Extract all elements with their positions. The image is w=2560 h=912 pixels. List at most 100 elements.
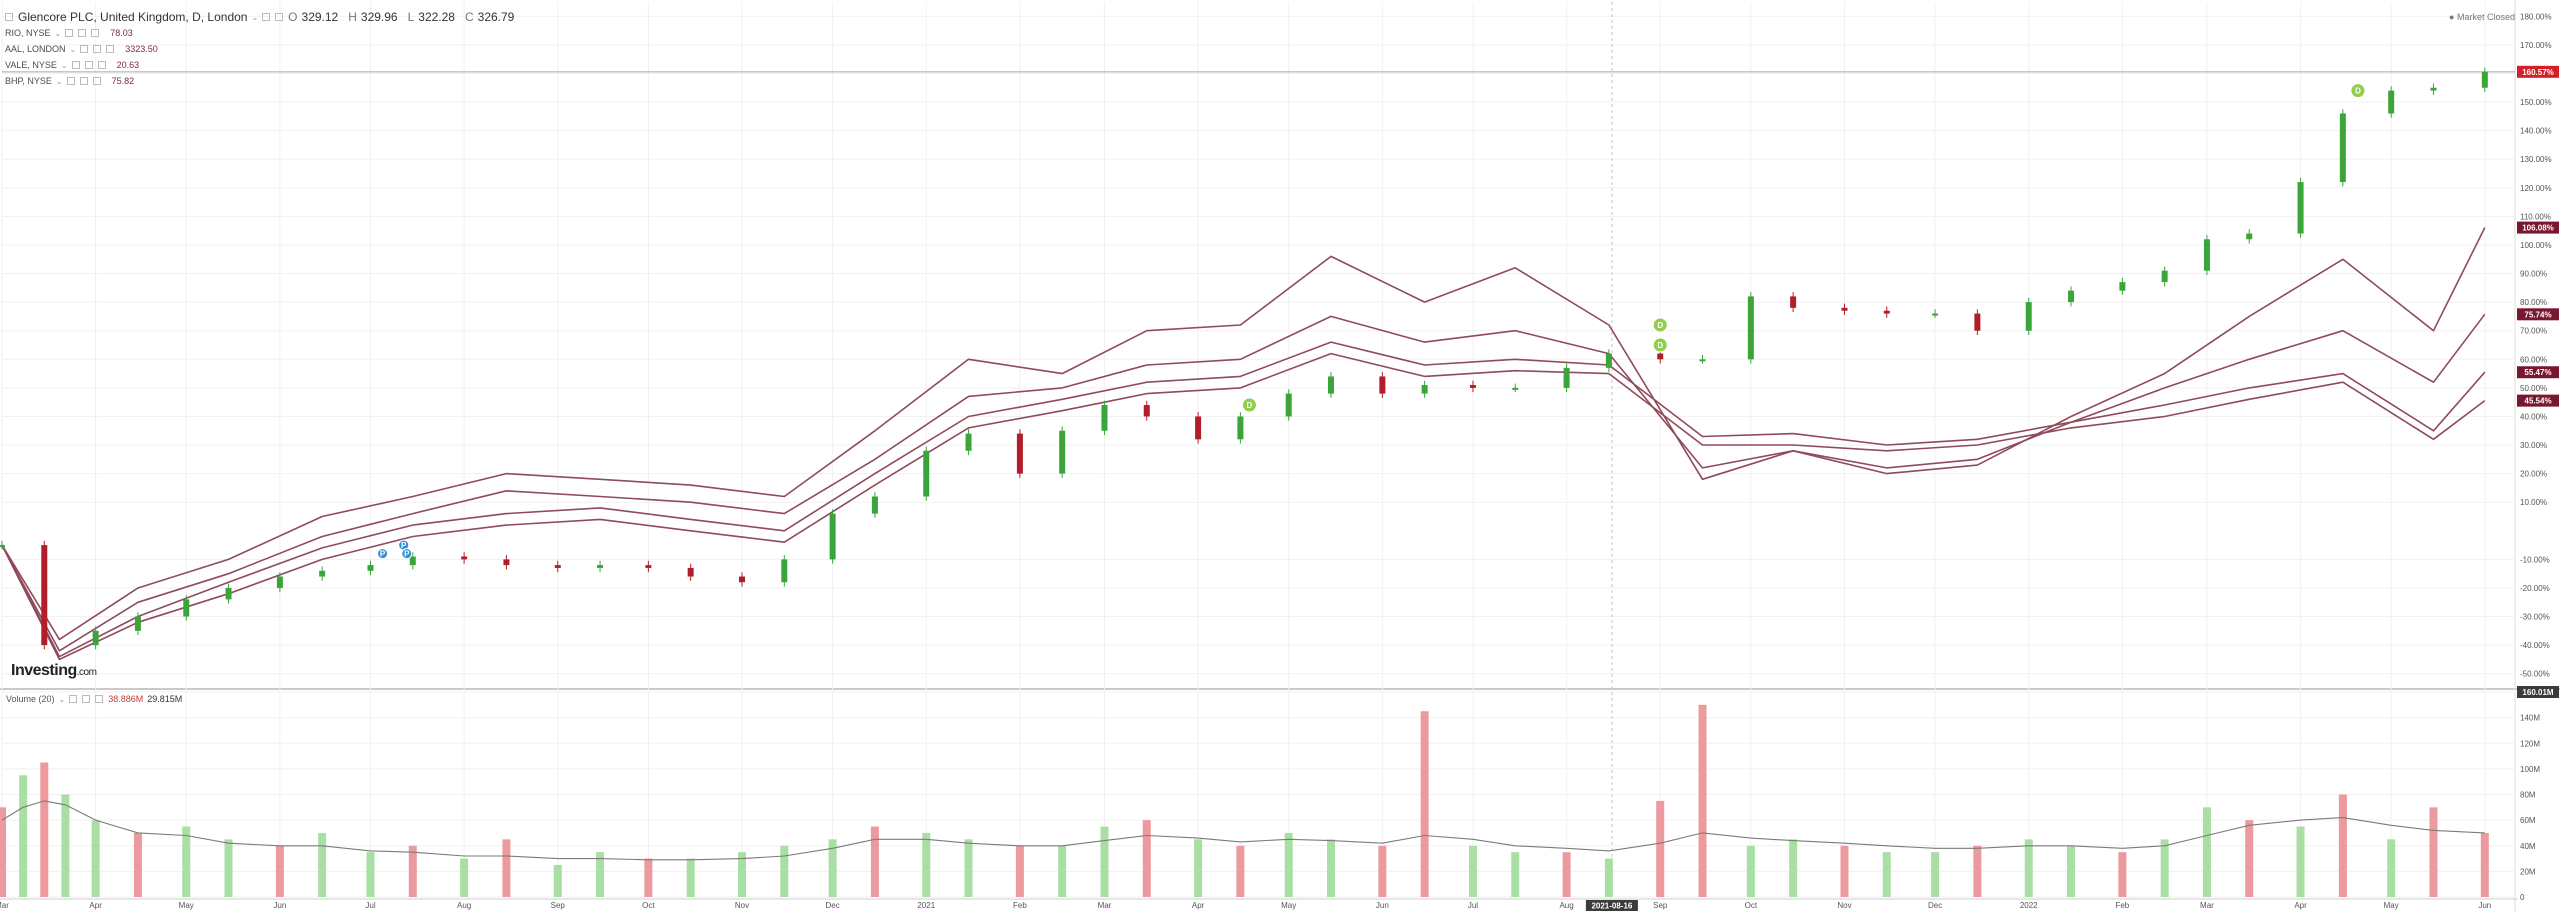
- candle-body[interactable]: [2246, 233, 2253, 240]
- candle-body[interactable]: [409, 556, 416, 566]
- volume-bar[interactable]: [91, 820, 100, 897]
- candle-body[interactable]: [923, 450, 930, 497]
- volume-bar[interactable]: [1015, 845, 1024, 897]
- volume-bar[interactable]: [224, 839, 233, 897]
- candle-body[interactable]: [2339, 113, 2346, 183]
- volume-bar[interactable]: [2067, 845, 2076, 897]
- volume-bar[interactable]: [133, 832, 142, 897]
- candle-body[interactable]: [2203, 239, 2210, 271]
- candle-body[interactable]: [1237, 416, 1244, 440]
- dividend-marker[interactable]: [1241, 397, 1257, 413]
- comparison-line[interactable]: [1, 341, 2486, 658]
- candle-body[interactable]: [965, 433, 972, 451]
- settings-box-icon[interactable]: [66, 77, 75, 85]
- close-box-icon[interactable]: [91, 29, 100, 37]
- settings-box-icon[interactable]: [78, 29, 87, 37]
- candle-body[interactable]: [1285, 393, 1292, 417]
- candle-body[interactable]: [1563, 367, 1570, 388]
- volume-bar[interactable]: [1468, 845, 1477, 897]
- close-box-icon[interactable]: [106, 45, 115, 53]
- chevron-down-icon[interactable]: ⌄: [54, 28, 62, 38]
- volume-bar[interactable]: [2245, 820, 2254, 897]
- settings-box-icon[interactable]: [84, 61, 93, 69]
- volume-bar[interactable]: [1327, 839, 1336, 897]
- settings-box-icon[interactable]: [80, 45, 89, 53]
- volume-bar[interactable]: [2296, 826, 2305, 897]
- volume-bar[interactable]: [0, 807, 6, 897]
- instrument-title[interactable]: Glencore PLC, United Kingdom, D, London: [18, 10, 248, 24]
- volume-bar[interactable]: [780, 845, 789, 897]
- candle-body[interactable]: [0, 545, 5, 548]
- candle-body[interactable]: [2430, 87, 2437, 91]
- candle-body[interactable]: [1699, 359, 1706, 362]
- news-marker[interactable]: [401, 548, 413, 560]
- volume-bar[interactable]: [1236, 845, 1245, 897]
- candle-body[interactable]: [1974, 313, 1981, 331]
- volume-bar[interactable]: [366, 852, 375, 897]
- candle-body[interactable]: [1059, 430, 1066, 474]
- dividend-marker[interactable]: [1652, 337, 1668, 353]
- candle-body[interactable]: [2481, 71, 2488, 88]
- chevron-down-icon[interactable]: ⌄: [69, 44, 77, 54]
- close-box-icon[interactable]: [95, 695, 104, 703]
- candle-body[interactable]: [781, 559, 788, 583]
- volume-bar[interactable]: [408, 845, 417, 897]
- volume-bar[interactable]: [1058, 845, 1067, 897]
- candle-body[interactable]: [1469, 385, 1476, 388]
- comparison-legend-bhp[interactable]: BHP, NYSE ⌄ 75.82: [5, 76, 134, 86]
- volume-bar[interactable]: [1604, 858, 1613, 897]
- volume-bar[interactable]: [2118, 852, 2127, 897]
- settings-box-icon[interactable]: [82, 695, 91, 703]
- settings-box-icon[interactable]: [93, 45, 102, 53]
- volume-bar[interactable]: [1882, 852, 1891, 897]
- dividend-marker[interactable]: [2350, 83, 2366, 99]
- candle-body[interactable]: [1379, 376, 1386, 394]
- candle-body[interactable]: [2161, 270, 2168, 283]
- volume-bar[interactable]: [502, 839, 511, 897]
- candle-body[interactable]: [41, 545, 48, 646]
- volume-bar[interactable]: [870, 826, 879, 897]
- candle-body[interactable]: [503, 559, 510, 566]
- volume-bar[interactable]: [1562, 852, 1571, 897]
- candle-body[interactable]: [1790, 296, 1797, 308]
- chevron-down-icon[interactable]: ⌄: [251, 12, 259, 22]
- candle-body[interactable]: [1016, 433, 1023, 474]
- volume-bar[interactable]: [1420, 711, 1429, 897]
- comparison-label[interactable]: VALE, NYSE: [5, 60, 57, 70]
- chevron-down-icon[interactable]: ⌄: [58, 694, 66, 704]
- settings-box-icon[interactable]: [275, 13, 284, 21]
- candle-body[interactable]: [1605, 353, 1612, 368]
- volume-bar[interactable]: [1100, 826, 1109, 897]
- volume-bar[interactable]: [1698, 704, 1707, 897]
- candle-body[interactable]: [2025, 302, 2032, 331]
- volume-bar[interactable]: [460, 858, 469, 897]
- candle-body[interactable]: [1747, 296, 1754, 360]
- volume-bar[interactable]: [964, 839, 973, 897]
- candle-body[interactable]: [645, 565, 652, 568]
- candle-body[interactable]: [1101, 405, 1108, 431]
- candle-body[interactable]: [1512, 387, 1519, 390]
- chevron-down-icon[interactable]: ⌄: [60, 60, 68, 70]
- comparison-legend-vale[interactable]: VALE, NYSE ⌄ 20.63: [5, 60, 139, 70]
- volume-bar[interactable]: [1194, 839, 1203, 897]
- candle-body[interactable]: [1841, 307, 1848, 311]
- comparison-legend-aal[interactable]: AAL, LONDON ⌄ 3323.50: [5, 44, 158, 54]
- volume-bar[interactable]: [922, 832, 931, 897]
- comparison-line[interactable]: [1, 352, 2486, 661]
- comparison-line[interactable]: [1, 313, 2486, 652]
- comparison-label[interactable]: BHP, NYSE: [5, 76, 52, 86]
- volume-bar[interactable]: [738, 852, 747, 897]
- volume-bar[interactable]: [1840, 845, 1849, 897]
- volume-bar[interactable]: [2387, 839, 2396, 897]
- volume-bar[interactable]: [318, 832, 327, 897]
- candle-body[interactable]: [1195, 416, 1202, 440]
- settings-box-icon[interactable]: [79, 77, 88, 85]
- settings-box-icon[interactable]: [65, 29, 74, 37]
- volume-bar[interactable]: [40, 762, 49, 897]
- volume-bar[interactable]: [1511, 852, 1520, 897]
- volume-bar[interactable]: [1284, 832, 1293, 897]
- volume-bar[interactable]: [553, 864, 562, 897]
- volume-bar[interactable]: [1789, 839, 1798, 897]
